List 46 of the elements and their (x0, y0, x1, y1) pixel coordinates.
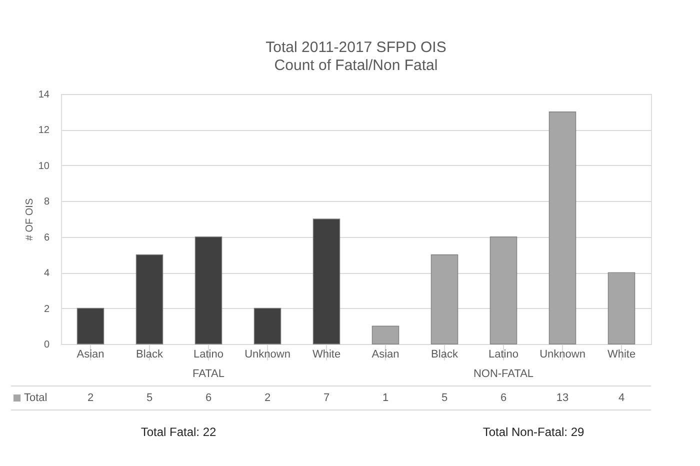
y-tick-label: 6 (44, 232, 50, 244)
x-tick-label: White (312, 348, 341, 360)
x-tick-label: Unknown (244, 348, 290, 360)
y-tick-label: 8 (44, 196, 50, 208)
x-tick-label: Latino (194, 348, 224, 360)
y-tick-label: 12 (38, 125, 50, 136)
data-label: 2 (87, 392, 94, 404)
bar (372, 326, 400, 344)
y-tick-label: 14 (38, 90, 50, 100)
text: NON-FATAL (473, 368, 534, 380)
x-tick-label: Latino (488, 348, 518, 360)
data-label: 6 (205, 392, 212, 404)
y-tick-label: 4 (44, 268, 50, 280)
data-label: 5 (441, 392, 448, 404)
data-label: 6 (500, 392, 507, 404)
x-tick-label: White (607, 348, 636, 360)
text: Total Non-Fatal: 29 (482, 425, 585, 439)
bar (76, 308, 104, 344)
text: Total Fatal: 22 (140, 425, 217, 439)
chart-subtitle: Count of Fatal/Non Fatal (274, 57, 438, 74)
chart-title: Total 2011-2017 SFPD OIS (266, 39, 446, 56)
bar (136, 254, 164, 344)
data-label: 1 (382, 392, 389, 404)
bar (312, 218, 340, 344)
data-label: 5 (146, 392, 153, 404)
y-tick-label: 2 (44, 304, 50, 315)
bar (254, 308, 282, 344)
data-label: 4 (618, 392, 625, 404)
bar (430, 254, 458, 344)
x-tick-label: Unknown (540, 348, 586, 360)
x-tick-label: Asian (76, 348, 104, 360)
bar (194, 236, 222, 344)
data-label: 13 (556, 392, 569, 404)
x-tick-label: Asian (372, 348, 400, 360)
y-axis-title: # OF OIS (24, 198, 36, 241)
text: FATAL (192, 368, 224, 380)
legend-label: Total (24, 392, 48, 404)
data-label: 7 (323, 392, 330, 404)
x-tick-label: Black (136, 348, 164, 360)
bar (548, 112, 576, 344)
x-tick-label: Black (431, 348, 458, 360)
bar (608, 272, 636, 344)
bar (490, 236, 518, 344)
y-tick-label: 0 (44, 340, 50, 350)
data-label: 2 (264, 392, 271, 404)
y-tick-label: 10 (38, 160, 50, 172)
